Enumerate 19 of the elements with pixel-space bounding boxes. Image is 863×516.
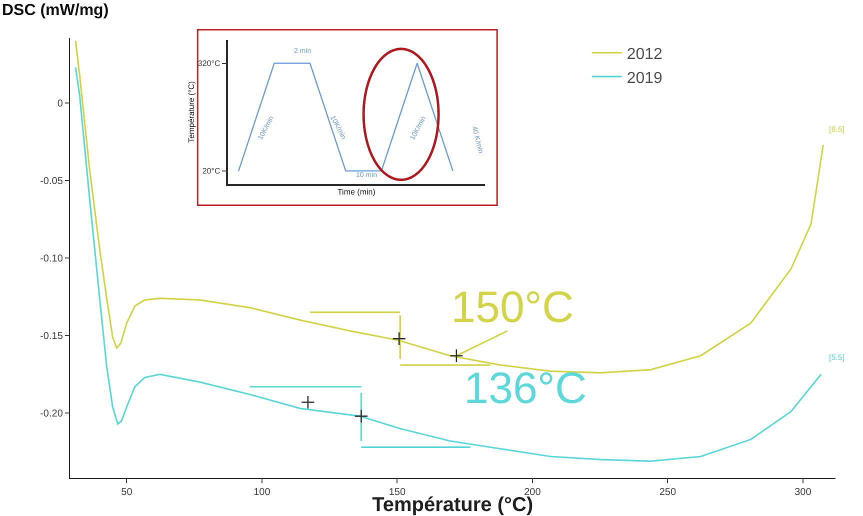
- x-tick-label: 250: [659, 487, 676, 498]
- annotation: 136°C: [464, 364, 587, 413]
- y-axis-title: Température (°C): [187, 80, 196, 143]
- annotation: [8.5]: [829, 125, 845, 134]
- x-tick-label: 300: [794, 487, 812, 498]
- y-tick-label: 20°C: [202, 166, 220, 176]
- y-tick-label: -0.15: [40, 331, 64, 342]
- y-axis-title: DSC (mW/mg): [2, 2, 109, 19]
- y-tick-label: -0.20: [40, 408, 64, 420]
- x-tick-label: 100: [254, 487, 271, 498]
- y-tick-label: -0.10: [40, 254, 64, 265]
- legend-label: 2012: [626, 46, 663, 63]
- annotation: [5.5]: [829, 353, 845, 362]
- y-tick-label: -0.05: [40, 176, 64, 188]
- x-tick-label: 50: [121, 487, 133, 498]
- y-tick-label: 0: [57, 98, 64, 110]
- x-axis-title: Time (min): [337, 187, 376, 196]
- annotation: 150°C: [451, 283, 574, 332]
- legend-label: 2019: [626, 70, 663, 87]
